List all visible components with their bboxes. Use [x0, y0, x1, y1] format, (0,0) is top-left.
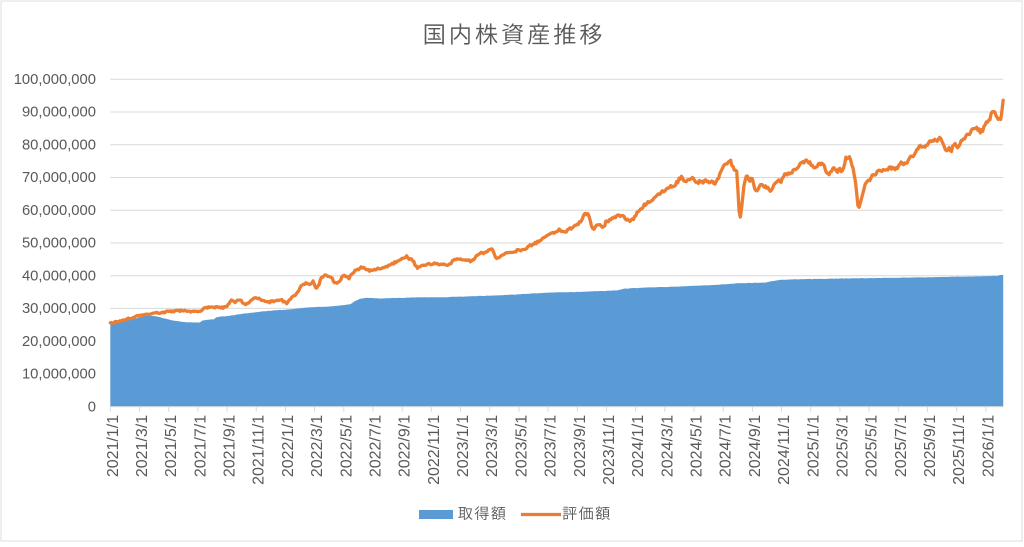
svg-text:2024/3/1: 2024/3/1	[659, 415, 676, 477]
svg-text:2024/5/1: 2024/5/1	[689, 415, 706, 477]
svg-text:2024/9/1: 2024/9/1	[747, 415, 764, 477]
svg-text:0: 0	[88, 399, 96, 415]
svg-text:2023/11/1: 2023/11/1	[601, 415, 618, 485]
svg-text:2022/3/1: 2022/3/1	[309, 415, 326, 477]
svg-text:2022/5/1: 2022/5/1	[338, 415, 355, 477]
svg-text:20,000,000: 20,000,000	[22, 334, 96, 350]
svg-text:50,000,000: 50,000,000	[22, 236, 96, 252]
svg-text:2025/1/1: 2025/1/1	[805, 415, 822, 477]
svg-text:2023/7/1: 2023/7/1	[543, 415, 560, 477]
svg-text:2021/1/1: 2021/1/1	[105, 415, 122, 477]
svg-text:2021/9/1: 2021/9/1	[222, 415, 239, 477]
svg-text:2024/11/1: 2024/11/1	[776, 415, 793, 485]
svg-text:40,000,000: 40,000,000	[22, 268, 96, 284]
svg-text:2021/11/1: 2021/11/1	[251, 415, 268, 485]
svg-text:2023/3/1: 2023/3/1	[484, 415, 501, 477]
svg-text:2024/1/1: 2024/1/1	[630, 415, 647, 477]
svg-text:2021/7/1: 2021/7/1	[192, 415, 209, 477]
svg-text:2023/9/1: 2023/9/1	[572, 415, 589, 477]
svg-text:30,000,000: 30,000,000	[22, 301, 96, 317]
svg-text:2024/7/1: 2024/7/1	[718, 415, 735, 477]
svg-text:2026/1/1: 2026/1/1	[980, 415, 997, 477]
svg-text:2022/7/1: 2022/7/1	[368, 415, 385, 477]
svg-text:2022/1/1: 2022/1/1	[280, 415, 297, 477]
svg-text:2022/9/1: 2022/9/1	[397, 415, 414, 477]
svg-text:60,000,000: 60,000,000	[22, 203, 96, 219]
svg-text:2025/3/1: 2025/3/1	[834, 415, 851, 477]
svg-text:2023/1/1: 2023/1/1	[455, 415, 472, 477]
svg-text:80,000,000: 80,000,000	[22, 138, 96, 154]
svg-text:2023/5/1: 2023/5/1	[513, 415, 530, 477]
svg-text:2025/5/1: 2025/5/1	[864, 415, 881, 477]
svg-text:70,000,000: 70,000,000	[22, 170, 96, 186]
svg-text:2025/11/1: 2025/11/1	[951, 415, 968, 485]
svg-text:10,000,000: 10,000,000	[22, 367, 96, 383]
svg-text:2021/3/1: 2021/3/1	[134, 415, 151, 477]
svg-text:90,000,000: 90,000,000	[22, 105, 96, 121]
svg-text:2022/11/1: 2022/11/1	[426, 415, 443, 485]
svg-text:2021/5/1: 2021/5/1	[163, 415, 180, 477]
svg-text:2025/7/1: 2025/7/1	[893, 415, 910, 477]
svg-text:2025/9/1: 2025/9/1	[922, 415, 939, 477]
svg-text:100,000,000: 100,000,000	[14, 72, 96, 88]
